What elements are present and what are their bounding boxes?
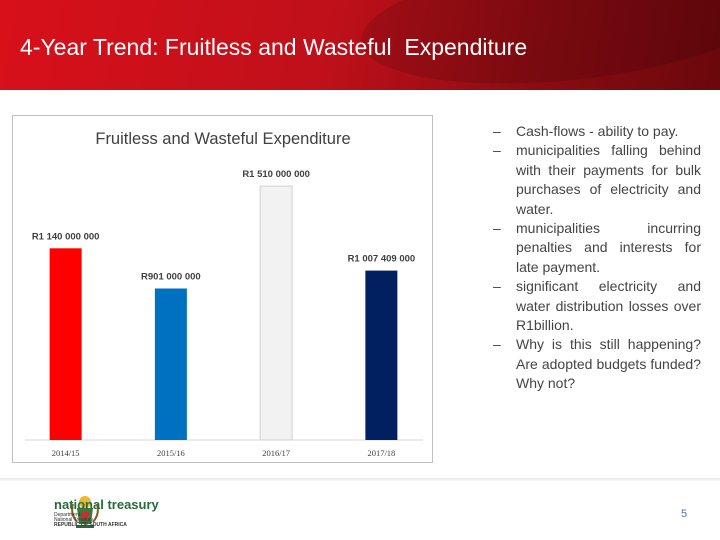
logo-sub-republic: REPUBLIC OF SOUTH AFRICA — [54, 522, 127, 528]
data-label: R1 140 000 000 — [32, 231, 100, 242]
data-label: R1 510 000 000 — [242, 169, 310, 180]
bullet-dash: – — [493, 220, 501, 237]
bullet-dash: – — [493, 142, 501, 159]
bar — [154, 288, 187, 440]
x-tick-label: 2016/17 — [262, 448, 290, 458]
footer-divider — [0, 478, 720, 481]
bullet-text: Why is this still happening? Are adopted… — [516, 336, 701, 392]
x-tick-label: 2017/18 — [367, 448, 395, 458]
x-tick-label: 2014/15 — [52, 448, 80, 458]
bar — [259, 185, 293, 441]
bullet-item: – significant electricity and water distr… — [493, 277, 701, 335]
bullet-text: municipalities falling behind with their… — [516, 142, 701, 217]
bar — [49, 248, 82, 440]
bullet-text: significant electricity and water distri… — [516, 278, 701, 334]
page-number: 5 — [681, 508, 688, 520]
slide-header: 4-Year Trend: Fruitless and Wasteful Exp… — [0, 0, 720, 90]
bullet-item: – Cash-flows - ability to pay. — [493, 122, 701, 141]
bullet-text: municipalities incurring penalties and i… — [516, 220, 701, 275]
chart-canvas: Fruitless and Wasteful Expenditure R1 140… — [25, 130, 423, 458]
data-label: R901 000 000 — [141, 271, 201, 282]
slide-title: 4-Year Trend: Fruitless and Wasteful Exp… — [20, 34, 528, 60]
data-label: R1 007 409 000 — [348, 254, 416, 265]
chart-title: Fruitless and Wasteful Expenditure — [95, 130, 350, 148]
coat-of-arms-icon — [71, 496, 99, 528]
bullet-item: – municipalities falling behind with thei… — [493, 141, 701, 219]
bullet-item: – Why is this still happening? Are adopte… — [493, 335, 701, 393]
bullet-list: – Cash-flows - ability to pay. – municipali… — [493, 122, 701, 394]
bullet-dash: – — [493, 123, 501, 139]
bullet-item: – municipalities incurring penalties and … — [493, 219, 701, 277]
logo-sub-treasury: National Treasury — [54, 517, 94, 523]
bar — [365, 270, 398, 440]
bullet-dash: – — [493, 278, 501, 295]
bullet-dash: – — [493, 336, 501, 353]
logo-wordmark: national treasury — [54, 497, 159, 512]
x-tick-label: 2015/16 — [157, 448, 185, 458]
bullet-text: Cash-flows - ability to pay. — [516, 123, 679, 139]
bar-chart: Fruitless and Wasteful Expenditure R1 140… — [12, 115, 433, 463]
logo-sub-department: Department: — [54, 512, 82, 518]
